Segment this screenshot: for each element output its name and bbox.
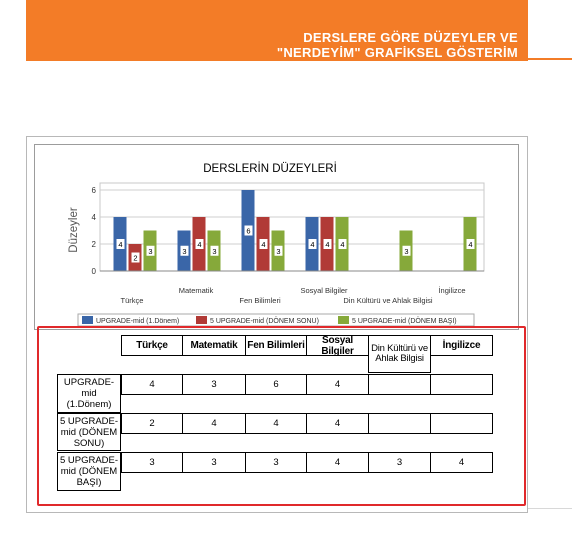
data-label-box bbox=[146, 245, 155, 256]
legend-swatch bbox=[338, 316, 349, 324]
data-label-box bbox=[259, 239, 268, 249]
data-label-box bbox=[116, 239, 125, 249]
x-tick-label: Fen Bilimleri bbox=[239, 296, 281, 305]
legend-swatch bbox=[82, 316, 93, 324]
table-cell bbox=[430, 413, 493, 434]
header-banner: DERSLERE GÖRE DÜZEYLER VE "NERDEYİM" GRA… bbox=[26, 0, 528, 61]
plot-area bbox=[99, 182, 485, 272]
table-row-label: 5 UPGRADE-mid (DÖNEM SONU) bbox=[57, 413, 121, 451]
data-label-box bbox=[195, 239, 204, 249]
banner-title-line2: "NERDEYİM" GRAFİKSEL GÖSTERİM bbox=[276, 45, 518, 60]
table-header-cell: Türkçe bbox=[121, 335, 183, 356]
report-frame bbox=[26, 136, 528, 513]
y-tick-label: 6 bbox=[92, 186, 97, 195]
divider-line bbox=[528, 508, 572, 509]
data-label-box bbox=[274, 245, 283, 256]
table-cell: 2 bbox=[121, 413, 183, 434]
legend-label: 5 UPGRADE-mid (DÖNEM SONU) bbox=[210, 317, 319, 325]
banner-accent-line bbox=[528, 58, 572, 60]
banner-title: DERSLERE GÖRE DÜZEYLER VE "NERDEYİM" GRA… bbox=[277, 30, 518, 60]
data-label: 3 bbox=[212, 247, 216, 256]
table-cell: 6 bbox=[245, 374, 307, 395]
legend-label: UPGRADE-mid (1.Dönem) bbox=[96, 318, 179, 325]
data-label: 4 bbox=[310, 240, 314, 249]
x-tick-label: Din Kültürü ve Ahlak Bilgisi bbox=[343, 296, 433, 305]
legend-swatch bbox=[196, 316, 207, 324]
data-label: 4 bbox=[325, 240, 329, 249]
data-label-box bbox=[323, 239, 332, 249]
x-tick-label: İngilizce bbox=[438, 286, 465, 295]
table-cell: 3 bbox=[245, 452, 307, 473]
data-label-box bbox=[338, 239, 347, 249]
data-label: 4 bbox=[197, 240, 201, 249]
table-row-label: UPGRADE-mid (1.Dönem) bbox=[57, 374, 121, 413]
data-label: 3 bbox=[276, 247, 280, 256]
data-label: 2 bbox=[133, 254, 137, 263]
table-highlight-box bbox=[37, 326, 526, 506]
data-label-box bbox=[131, 252, 140, 263]
data-label-box bbox=[466, 239, 475, 249]
table-cell: 4 bbox=[245, 413, 307, 434]
table-header-cell: Matematik bbox=[182, 335, 246, 356]
data-label: 4 bbox=[468, 240, 472, 249]
y-tick-label: 0 bbox=[92, 267, 97, 276]
y-tick-label: 4 bbox=[92, 213, 97, 222]
x-tick-label: Sosyal Bilgiler bbox=[300, 286, 348, 295]
x-tick-label: Türkçe bbox=[121, 296, 144, 305]
data-label: 4 bbox=[261, 240, 265, 249]
legend-label: 5 UPGRADE-mid (DÖNEM BAŞI) bbox=[352, 317, 457, 325]
data-label-box bbox=[180, 245, 189, 256]
table-header-cell: Sosyal Bilgiler bbox=[306, 335, 369, 357]
data-label-box bbox=[244, 225, 253, 236]
y-axis-label: Düzeyler bbox=[68, 207, 80, 253]
table-cell: 4 bbox=[430, 452, 493, 473]
data-label: 3 bbox=[404, 247, 408, 256]
data-label-box bbox=[402, 245, 411, 256]
y-tick-label: 2 bbox=[92, 240, 97, 249]
data-label: 4 bbox=[118, 240, 122, 249]
table-header-cell: İngilizce bbox=[430, 335, 493, 356]
x-tick-label: Matematik bbox=[179, 286, 214, 295]
data-label: 6 bbox=[246, 227, 250, 236]
data-label-box bbox=[308, 239, 317, 249]
data-label-box bbox=[210, 245, 219, 256]
data-label: 3 bbox=[148, 247, 152, 256]
banner-title-line1: DERSLERE GÖRE DÜZEYLER VE bbox=[303, 30, 518, 45]
table-row-label: 5 UPGRADE-mid (DÖNEM BAŞI) bbox=[57, 452, 121, 491]
chart-title: DERSLERİN DÜZEYLERİ bbox=[203, 162, 337, 175]
table-cell bbox=[430, 374, 493, 395]
data-label: 3 bbox=[182, 247, 186, 256]
data-label: 4 bbox=[340, 240, 344, 249]
